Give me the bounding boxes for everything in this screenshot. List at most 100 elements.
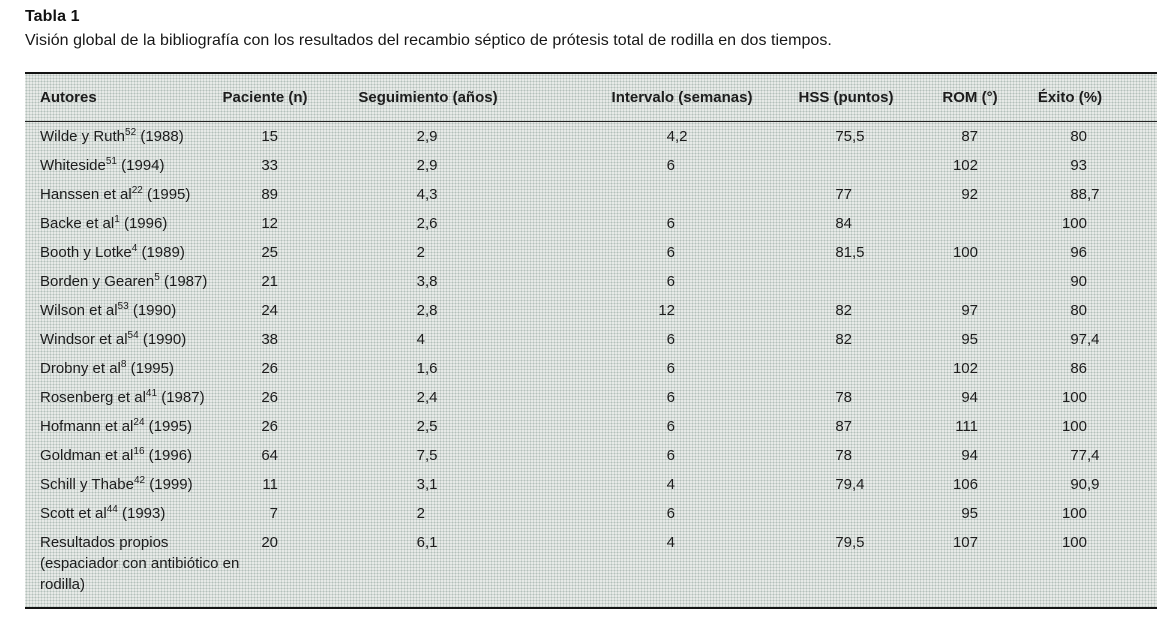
exito-value: 96 — [1070, 244, 1087, 261]
column-header-autores: Autores — [40, 89, 97, 106]
autor-cell: Schill y Thabe42 (1999) — [40, 475, 193, 494]
hss-value: 78 — [835, 447, 852, 464]
exito-value-decimal: ,4 — [1087, 331, 1100, 348]
paciente-value: 11 — [262, 476, 278, 493]
rom-value: 102 — [952, 157, 978, 174]
exito-value: 86 — [1070, 360, 1087, 377]
results-table: Autores Paciente (n) Seguimiento (años) Int… — [25, 72, 1157, 609]
paciente-value: 24 — [261, 302, 278, 319]
exito-value: 80 — [1070, 128, 1087, 145]
seguimiento-value: 2 — [416, 302, 425, 319]
rom-value: 111 — [955, 418, 978, 435]
autor-cell: Borden y Gearen5 (1987) — [40, 272, 208, 291]
intervalo-value: 4 — [666, 534, 675, 551]
exito-value: 100 — [1061, 418, 1087, 435]
exito-value: 100 — [1061, 215, 1087, 232]
rom-value: 95 — [961, 331, 978, 348]
intervalo-value: 6 — [666, 447, 675, 464]
exito-value-decimal: ,9 — [1087, 476, 1100, 493]
column-header-seguimiento: Seguimiento (años) — [358, 89, 498, 106]
seguimiento-value: 2 — [416, 505, 425, 522]
seguimiento-value-decimal: ,4 — [425, 389, 438, 406]
intervalo-value: 6 — [666, 418, 675, 435]
paciente-value: 25 — [261, 244, 278, 261]
table-row: Schill y Thabe42 (1999) 11 3,1 4 79,4 106 90,9 — [25, 470, 1157, 499]
paciente-value: 26 — [261, 360, 278, 377]
seguimiento-value: 4 — [416, 331, 425, 348]
exito-value: 77 — [1070, 447, 1087, 464]
table-row: Goldman et al16 (1996) 64 7,5 6 78 94 77,4 — [25, 441, 1157, 470]
seguimiento-value: 2 — [416, 215, 425, 232]
autor-cell: Backe et al1 (1996) — [40, 214, 168, 233]
rom-value: 87 — [961, 128, 978, 145]
autor-cell: Booth y Lotke4 (1989) — [40, 243, 185, 262]
rom-value: 95 — [961, 505, 978, 522]
reference-superscript: 44 — [106, 504, 118, 515]
seguimiento-value: 2 — [416, 244, 425, 261]
reference-superscript: 1 — [114, 214, 120, 225]
column-header-rom: ROM (°) — [942, 89, 998, 106]
seguimiento-value-decimal: ,3 — [425, 186, 438, 203]
hss-value: 78 — [835, 389, 852, 406]
table-row: Booth y Lotke4 (1989) 25 2 6 81,5 100 96 — [25, 238, 1157, 267]
intervalo-value: 12 — [658, 302, 675, 319]
hss-value-decimal: ,5 — [852, 128, 865, 145]
seguimiento-value: 7 — [416, 447, 425, 464]
table-row: Scott et al44 (1993) 7 2 6 95 100 — [25, 499, 1157, 528]
reference-superscript: 8 — [120, 359, 127, 370]
paciente-value: 12 — [261, 215, 278, 232]
exito-value: 80 — [1070, 302, 1087, 319]
reference-superscript: 5 — [154, 272, 160, 283]
hss-value: 77 — [835, 186, 852, 203]
intervalo-value: 6 — [666, 215, 675, 232]
seguimiento-value: 3 — [416, 273, 425, 290]
intervalo-value: 6 — [666, 505, 675, 522]
table-title: Tabla 1 — [25, 8, 80, 25]
hss-value-decimal: ,5 — [852, 244, 865, 261]
seguimiento-value-decimal: ,5 — [425, 447, 438, 464]
table-row: Windsor et al54 (1990) 38 4 6 82 95 97,4 — [25, 325, 1157, 354]
exito-value: 97 — [1070, 331, 1087, 348]
table-caption: Visión global de la bibliografía con los… — [25, 32, 832, 49]
autor-cell: Wilson et al53 (1990) — [40, 301, 177, 320]
exito-value: 93 — [1070, 157, 1087, 174]
exito-value-decimal: ,7 — [1087, 186, 1100, 203]
autor-cell: Resultados propios (espaciador con antib… — [40, 534, 240, 593]
reference-superscript: 24 — [133, 417, 145, 428]
table-row: Whiteside51 (1994) 33 2,9 6 102 93 — [25, 151, 1157, 180]
seguimiento-value: 2 — [416, 157, 425, 174]
rom-value: 94 — [961, 447, 978, 464]
rom-value: 92 — [961, 186, 978, 203]
paciente-value: 26 — [261, 418, 278, 435]
reference-superscript: 53 — [117, 301, 129, 312]
seguimiento-value: 2 — [416, 128, 425, 145]
table-row: Resultados propios (espaciador con antib… — [25, 528, 1157, 607]
seguimiento-value-decimal: ,6 — [425, 360, 438, 377]
seguimiento-value-decimal: ,9 — [425, 128, 438, 145]
table-row: Wilson et al53 (1990) 24 2,8 12 82 97 80 — [25, 296, 1157, 325]
autor-cell: Scott et al44 (1993) — [40, 504, 166, 523]
column-header-exito: Éxito (%) — [1037, 89, 1103, 106]
reference-superscript: 52 — [125, 127, 137, 138]
reference-superscript: 22 — [131, 185, 143, 196]
paciente-value: 15 — [261, 128, 278, 145]
seguimiento-value: 2 — [416, 389, 425, 406]
autor-cell: Wilde y Ruth52 (1988) — [40, 127, 184, 146]
seguimiento-value-decimal: ,8 — [425, 302, 438, 319]
exito-value: 100 — [1061, 389, 1087, 406]
paciente-value: 33 — [261, 157, 278, 174]
exito-value: 90 — [1070, 476, 1087, 493]
rom-value: 106 — [952, 476, 978, 493]
reference-superscript: 4 — [131, 243, 138, 254]
table-row: Hofmann et al24 (1995) 26 2,5 6 87 111 100 — [25, 412, 1157, 441]
rom-value: 94 — [961, 389, 978, 406]
seguimiento-value-decimal: ,1 — [425, 534, 438, 551]
seguimiento-value-decimal: ,1 — [425, 476, 438, 493]
table-row: Drobny et al8 (1995) 26 1,6 6 102 86 — [25, 354, 1157, 383]
reference-superscript: 51 — [105, 156, 117, 167]
table-row: Wilde y Ruth52 (1988) 15 2,9 4,2 75,5 87 80 — [25, 122, 1157, 151]
autor-cell: Hofmann et al24 (1995) — [40, 417, 193, 436]
intervalo-value: 6 — [666, 157, 675, 174]
exito-value: 100 — [1061, 534, 1087, 551]
